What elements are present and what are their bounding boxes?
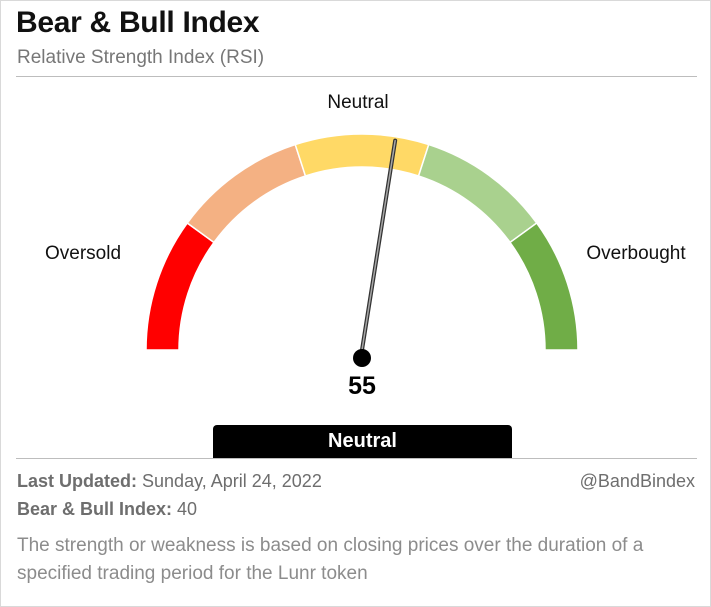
- overbought-label: Overbought: [586, 243, 686, 264]
- page-subtitle: Relative Strength Index (RSI): [17, 47, 265, 68]
- social-handle: @BandBindex: [579, 471, 695, 491]
- status-badge: Neutral: [213, 425, 512, 458]
- gauge-segment-5: [509, 221, 579, 351]
- last-updated: Last Updated: Sunday, April 24, 2022: [17, 471, 322, 492]
- gauge-pivot: [353, 349, 371, 367]
- footer-divider: [16, 458, 697, 459]
- header-divider: [16, 76, 697, 77]
- gauge-segment-1: [145, 221, 215, 351]
- gauge-segment-4: [417, 143, 538, 244]
- gauge-segments: [145, 133, 579, 351]
- page-title: Bear & Bull Index: [16, 6, 260, 39]
- oversold-label: Oversold: [45, 243, 121, 264]
- last-updated-value: Sunday, April 24, 2022: [142, 471, 322, 491]
- gauge-needle: [361, 139, 396, 351]
- rsi-gauge: Oversold Neutral Overbought 55: [45, 92, 686, 400]
- index-value: 40: [177, 499, 198, 519]
- index-value-line: Bear & Bull Index: 40: [17, 499, 197, 520]
- gauge-value: 55: [348, 372, 376, 400]
- gauge-segment-2: [186, 143, 307, 244]
- index-label: Bear & Bull Index:: [17, 499, 173, 519]
- description: The strength or weakness is based on clo…: [17, 535, 644, 584]
- last-updated-label: Last Updated:: [17, 471, 138, 491]
- gauge-segment-3: [294, 133, 430, 177]
- neutral-label: Neutral: [327, 92, 388, 113]
